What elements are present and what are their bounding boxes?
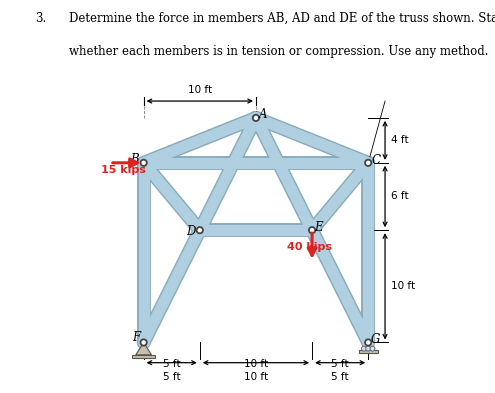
Text: 15 kips: 15 kips [101, 165, 146, 175]
Text: 10 ft: 10 ft [188, 85, 212, 95]
Text: 5 ft: 5 ft [331, 360, 349, 369]
Bar [132, 355, 155, 358]
Text: G: G [370, 332, 380, 345]
Circle shape [361, 346, 366, 351]
Circle shape [141, 160, 147, 166]
Circle shape [365, 160, 371, 166]
Text: 3.: 3. [35, 12, 46, 25]
Text: 10 ft: 10 ft [244, 360, 268, 369]
Text: E: E [314, 221, 323, 235]
Circle shape [370, 346, 375, 351]
Bar [359, 349, 378, 353]
Text: Determine the force in members AB, AD and DE of the truss shown. State: Determine the force in members AB, AD an… [69, 12, 495, 25]
Circle shape [141, 339, 147, 345]
Text: B: B [130, 153, 139, 166]
Text: 5 ft: 5 ft [331, 372, 349, 382]
Circle shape [197, 227, 203, 233]
Polygon shape [136, 342, 151, 355]
Text: 10 ft: 10 ft [244, 372, 268, 382]
Text: 40 kips: 40 kips [288, 242, 332, 252]
Text: A: A [258, 108, 267, 121]
Circle shape [253, 115, 259, 121]
Text: F: F [132, 331, 140, 345]
Text: whether each members is in tension or compression. Use any method.: whether each members is in tension or co… [69, 45, 489, 58]
Text: 4 ft: 4 ft [391, 135, 408, 145]
Circle shape [366, 346, 371, 351]
Text: 6 ft: 6 ft [391, 191, 408, 202]
Text: 5 ft: 5 ft [163, 372, 181, 382]
Text: 5 ft: 5 ft [163, 360, 181, 369]
Circle shape [309, 227, 315, 233]
Text: D: D [186, 225, 196, 238]
Text: 10 ft: 10 ft [391, 281, 415, 291]
Circle shape [365, 339, 371, 345]
Text: C: C [372, 154, 381, 167]
